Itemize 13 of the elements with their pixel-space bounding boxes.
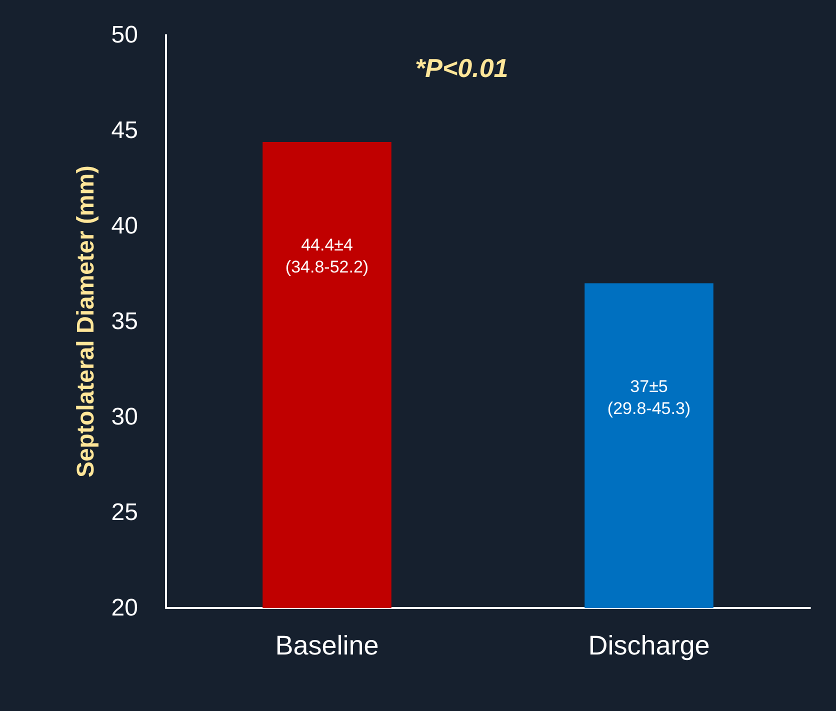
y-tick-label: 25 (111, 499, 138, 526)
data-label: 37±5 (29.8-45.3) (607, 376, 691, 418)
data-label: 44.4±4 (34.8-52.2) (285, 235, 369, 276)
x-tick-label: Discharge (588, 630, 710, 660)
x-tick-label: Baseline (275, 630, 379, 660)
y-tick-label: 40 (111, 212, 138, 240)
y-tick-label: 30 (111, 404, 138, 430)
annotation: *P<0.01 (415, 53, 508, 83)
y-tick-label: 20 (111, 594, 138, 622)
y-axis-title: Septolateral Diameter (mm) (72, 165, 100, 478)
y-tick-label: 45 (111, 117, 138, 144)
y-tick-label: 50 (111, 22, 138, 48)
y-tick-label: 35 (111, 308, 138, 335)
